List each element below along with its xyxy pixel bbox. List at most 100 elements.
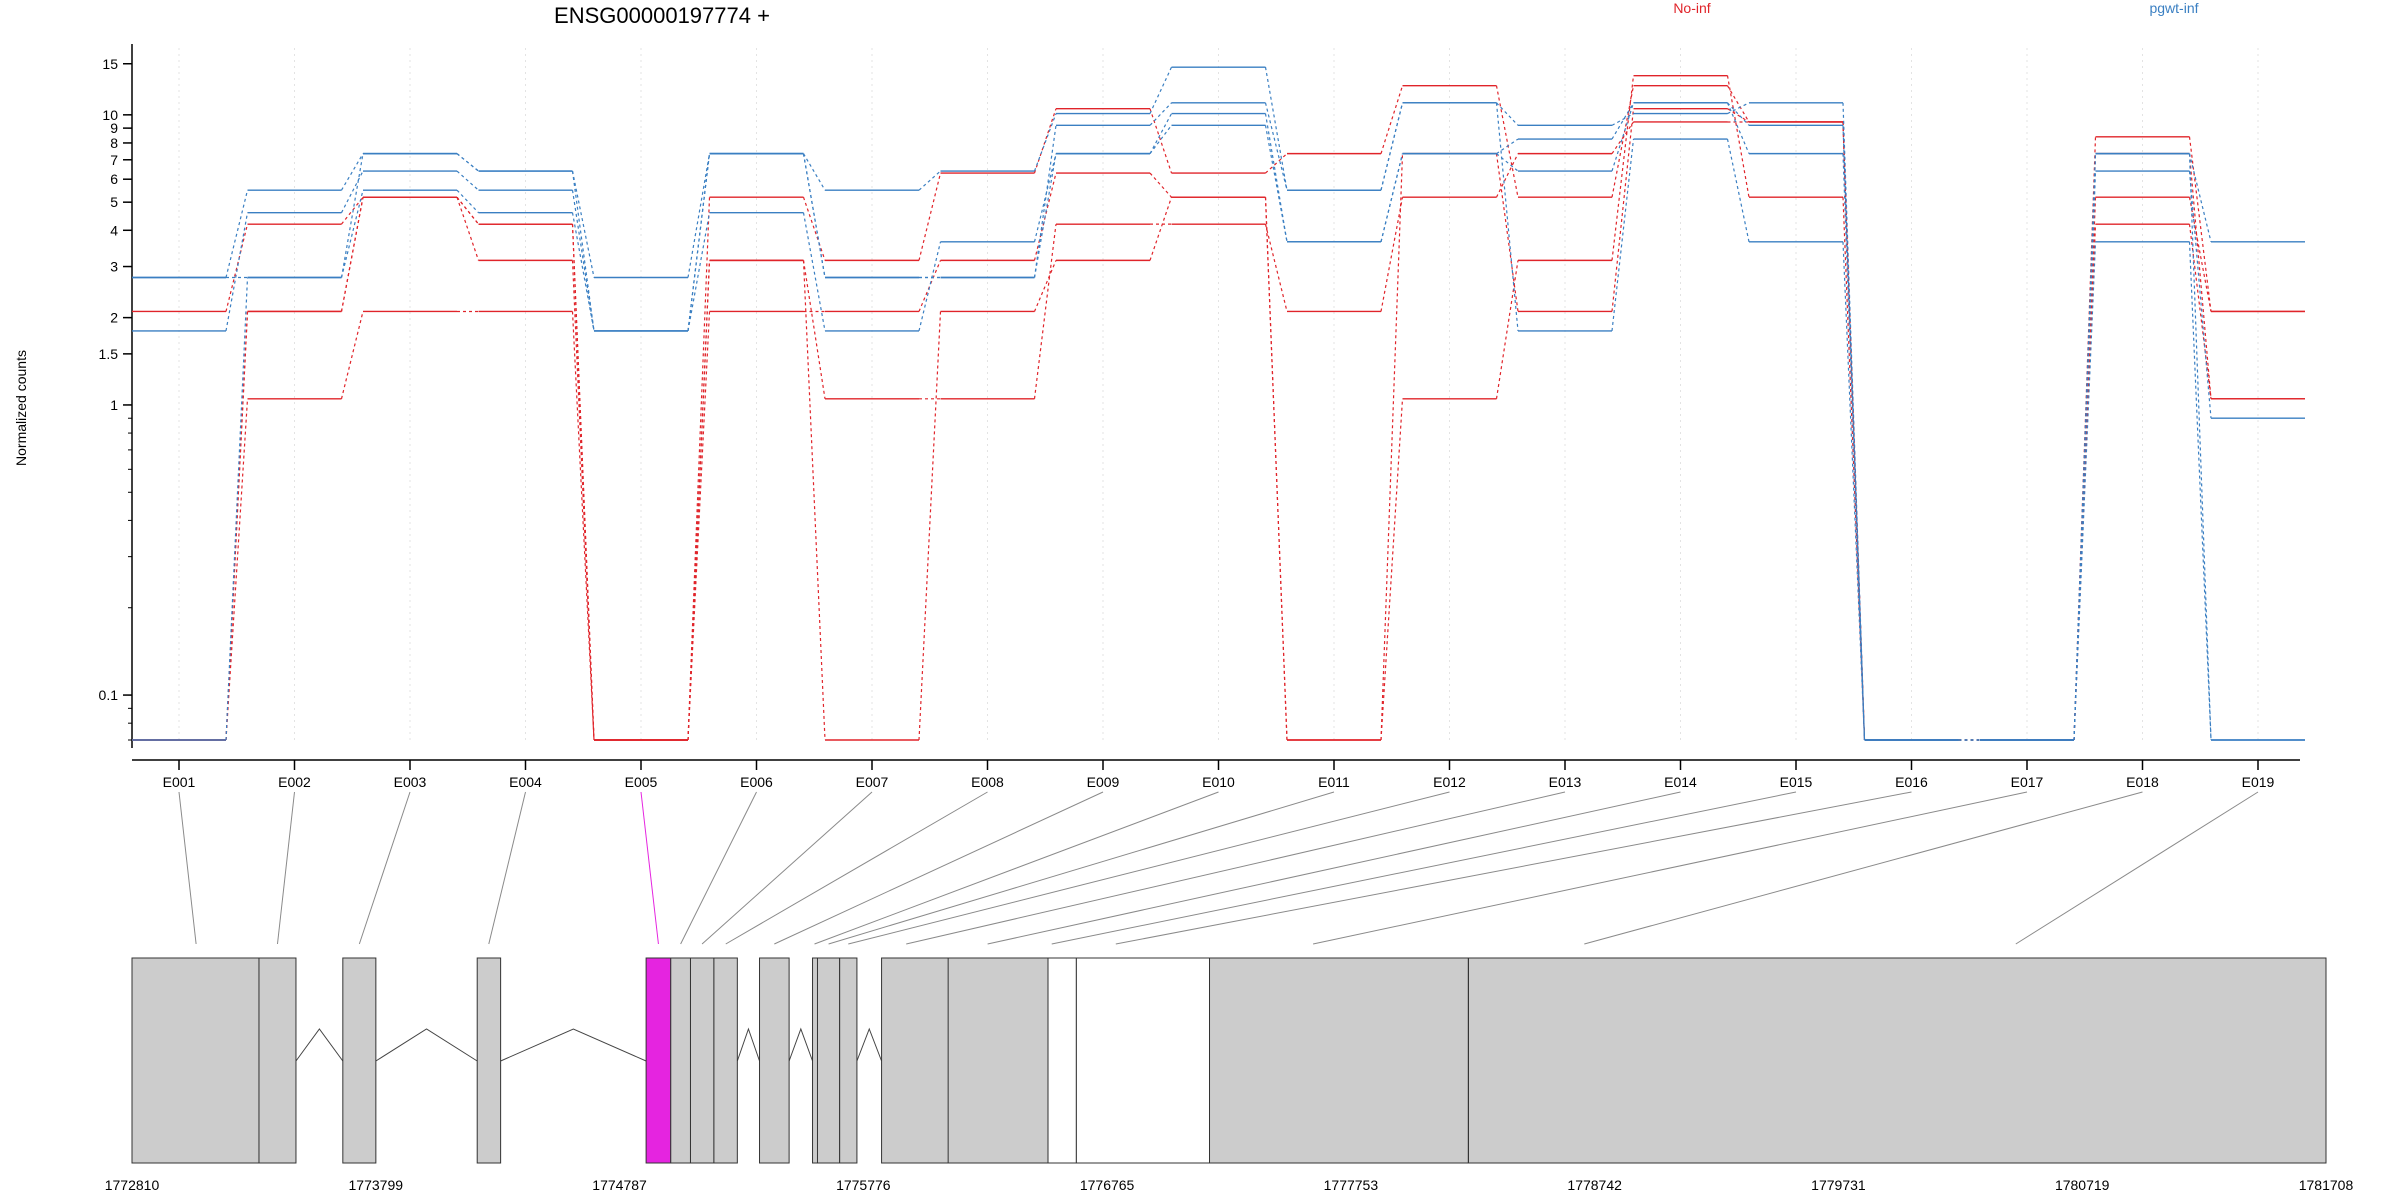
x-tick-label: E014 xyxy=(1664,774,1697,790)
series-connector xyxy=(1611,75,1635,261)
genomic-tick-label: 1780719 xyxy=(2055,1177,2110,1193)
genomic-tick-label: 1776765 xyxy=(1080,1177,1135,1193)
series-connector xyxy=(1149,197,1173,261)
series-connector xyxy=(918,311,942,741)
series-connector xyxy=(1611,102,1635,140)
exon-box xyxy=(759,957,790,1164)
series-connector xyxy=(1611,113,1634,126)
exon-connector xyxy=(1115,791,1912,945)
series-lines xyxy=(132,66,2305,741)
legend-pgwt-inf: pgwt-inf xyxy=(2149,0,2198,16)
series-connector xyxy=(1264,197,1288,741)
x-tick-label: E010 xyxy=(1202,774,1235,790)
series-connector xyxy=(456,196,479,225)
exon-connector xyxy=(358,791,411,945)
x-tick-label: E005 xyxy=(625,774,658,790)
series-pgwt-inf xyxy=(132,102,2305,741)
intron-arc xyxy=(375,1028,478,1062)
series-connector xyxy=(2188,171,2212,419)
exon-axis: E001 E002 E003 E004 E005 E006 E007 E008 E009 E010… xyxy=(132,759,2300,790)
series-connector xyxy=(802,260,826,399)
y-tick-label: 9 xyxy=(110,120,118,136)
series-connector xyxy=(1496,138,1519,155)
exon-box xyxy=(131,957,260,1164)
series-connector xyxy=(340,153,364,191)
series-connector xyxy=(1496,102,1519,126)
exon-connector xyxy=(1312,791,2028,945)
exon-box xyxy=(645,957,672,1164)
series-connector xyxy=(1495,153,1519,312)
series-connector xyxy=(687,260,711,741)
series-connector xyxy=(456,197,480,261)
series-connector xyxy=(1380,153,1404,741)
intron-arc xyxy=(295,1028,344,1062)
x-tick-label: E009 xyxy=(1087,774,1120,790)
series-connector xyxy=(687,153,711,278)
series-connector xyxy=(1726,102,1750,154)
exon-connector xyxy=(701,791,873,945)
series-connector xyxy=(687,212,711,332)
exon-box xyxy=(670,957,691,1164)
exon-connector xyxy=(987,791,1681,945)
genomic-tick-label: 1777753 xyxy=(1324,1177,1379,1193)
series-connector xyxy=(918,260,942,312)
genomic-axis: 1772810 1773799 1774787 1775776 1776765 17777… xyxy=(105,1177,2354,1193)
y-tick-label: 6 xyxy=(110,171,118,187)
exon-box xyxy=(342,957,377,1164)
exon-connector xyxy=(774,791,1104,945)
series-connector xyxy=(2188,224,2212,399)
exon-box xyxy=(689,957,715,1164)
series-connector xyxy=(1380,197,1404,312)
series-connector xyxy=(571,212,595,332)
series-connector xyxy=(1842,241,1866,741)
series-connector xyxy=(802,260,826,741)
exon-connector xyxy=(725,791,988,945)
x-tick-label: E012 xyxy=(1433,774,1466,790)
series-no-inf xyxy=(132,85,2305,741)
x-tick-label: E016 xyxy=(1895,774,1928,790)
series-connector xyxy=(340,170,364,213)
series-connector xyxy=(571,260,595,741)
series-connector xyxy=(1495,260,1519,399)
series-connector xyxy=(802,197,826,261)
exon-connector xyxy=(178,791,197,945)
intron-arc xyxy=(736,1027,760,1062)
series-connector xyxy=(1727,102,1750,115)
vertical-grid xyxy=(178,48,2259,740)
series-connector xyxy=(1149,66,1173,114)
series-connector xyxy=(687,197,711,741)
series-connector xyxy=(687,153,711,331)
exon-box xyxy=(1209,957,1469,1164)
series-connector xyxy=(340,153,364,278)
series-connector xyxy=(1149,102,1172,126)
series-connector xyxy=(2073,241,2097,741)
series-connector xyxy=(456,196,479,225)
y-tick-label: 7 xyxy=(110,152,118,168)
series-no-inf xyxy=(132,107,2305,741)
intron-arc xyxy=(856,1027,883,1062)
exon-connector xyxy=(488,791,526,945)
series-connector xyxy=(1611,85,1635,198)
exon-connector xyxy=(1584,791,2143,945)
series-connector xyxy=(1380,398,1404,741)
x-tick-label: E015 xyxy=(1780,774,1813,790)
series-connector xyxy=(802,153,826,191)
series-connector xyxy=(2073,153,2097,741)
series-connector xyxy=(571,170,595,331)
x-tick-label: E001 xyxy=(163,774,196,790)
series-connector xyxy=(1726,138,1750,242)
series-connector xyxy=(225,398,249,741)
exon-connector xyxy=(680,791,757,945)
exon-connector xyxy=(848,791,1450,945)
series-connector xyxy=(571,224,595,741)
exon-connector xyxy=(640,791,659,945)
series-connector xyxy=(1149,108,1173,174)
y-tick-label: 2 xyxy=(110,310,118,326)
genomic-tick-label: 1781708 xyxy=(2299,1177,2354,1193)
series-connector xyxy=(1149,113,1173,154)
exon-connector xyxy=(814,791,1219,945)
x-tick-label: E013 xyxy=(1549,774,1582,790)
x-tick-label: E008 xyxy=(971,774,1004,790)
genomic-tick-label: 1774787 xyxy=(592,1177,647,1193)
series-connector xyxy=(1033,113,1057,172)
